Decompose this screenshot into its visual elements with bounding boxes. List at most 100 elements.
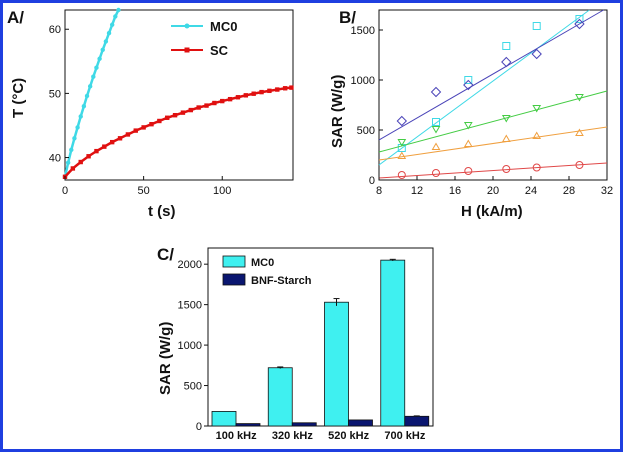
- legend-mc0-swatch: [222, 255, 246, 268]
- x-tick-label: 700 kHz: [384, 430, 425, 442]
- x-tick-label: 20: [487, 185, 499, 197]
- y-tick-label: 2000: [178, 259, 202, 271]
- data-point-sc: [212, 100, 217, 106]
- data-point-mc0: [94, 65, 99, 70]
- panel-c-plot-area: [207, 247, 434, 427]
- fit-line-series-4: [378, 126, 608, 161]
- data-point-series-3: [397, 139, 407, 147]
- x-tick-label: 50: [137, 185, 149, 197]
- legend-mc0-label-c: MC0: [251, 257, 274, 269]
- panel-a-ticks: 0 50 100 40 50 60: [49, 24, 232, 197]
- y-tick-label: 0: [369, 175, 375, 187]
- data-point-sc: [251, 91, 256, 96]
- panel-b-ticks: 8 12 16 20 24 28 32 0 500 1000 1500: [351, 25, 614, 197]
- data-point-series-3: [501, 115, 511, 123]
- x-tick-label: 12: [411, 185, 423, 197]
- legend-sc-marker: [184, 47, 190, 53]
- data-point-mc0: [78, 114, 83, 119]
- panel-a-label: A/: [7, 8, 24, 27]
- data-point-series-4: [397, 151, 407, 159]
- data-point-series-2: [574, 18, 585, 30]
- panel-a-x-axis-title: t (s): [148, 203, 176, 220]
- data-point-series-2: [531, 48, 542, 60]
- bar-mc0: [211, 411, 237, 427]
- data-point-sc: [125, 132, 131, 137]
- data-point-series-4: [575, 128, 584, 136]
- data-point-series-5: [502, 165, 511, 173]
- data-point-series-5: [464, 167, 473, 175]
- data-point-mc0: [116, 7, 121, 13]
- data-point-mc0: [81, 104, 87, 109]
- series-mc0-line: [63, 9, 120, 178]
- data-point-series-1: [502, 42, 511, 50]
- panel-a-plot-area: [64, 9, 294, 181]
- panel-a: A/ 0 50 100 40 50 60 t (s) T (°C) MC0 SC: [7, 7, 294, 220]
- data-point-series-1: [432, 118, 440, 126]
- data-point-sc: [259, 89, 264, 95]
- data-point-sc: [109, 139, 115, 145]
- data-point-mc0: [72, 136, 77, 141]
- bar-mc0: [324, 301, 349, 427]
- data-point-sc: [227, 96, 233, 102]
- data-point-series-1: [464, 76, 473, 84]
- fit-line-series-2: [378, 9, 604, 141]
- x-tick-label: 100 kHz: [216, 430, 257, 442]
- x-tick-label: 520 kHz: [328, 430, 369, 442]
- x-tick-label: 24: [525, 185, 537, 197]
- bar-bnf-starch: [348, 419, 373, 427]
- data-point-series-2: [396, 115, 408, 127]
- data-point-mc0: [75, 125, 80, 130]
- data-point-series-2: [463, 79, 474, 91]
- data-point-sc: [102, 144, 107, 149]
- bar-bnf-starch: [235, 423, 261, 427]
- panel-a-marks: [62, 7, 294, 179]
- data-point-series-1: [575, 15, 584, 23]
- x-tick-label: 28: [563, 185, 575, 197]
- data-point-mc0: [106, 30, 112, 36]
- data-point-sc: [141, 125, 146, 130]
- legend-sc-label: SC: [210, 43, 229, 58]
- y-tick-label: 40: [49, 153, 61, 165]
- panel-b-label: B/: [339, 8, 356, 27]
- figure-canvas: A/ 0 50 100 40 50 60 t (s) T (°C) MC0 SC B/ 8…: [7, 7, 613, 442]
- panel-a-legend: MC0 SC: [171, 19, 237, 58]
- data-point-sc: [78, 159, 83, 165]
- y-tick-label: 60: [49, 24, 61, 36]
- data-point-mc0: [113, 14, 118, 19]
- data-point-mc0: [65, 160, 71, 165]
- data-point-sc: [70, 166, 76, 171]
- series-sc-line: [64, 86, 292, 178]
- data-point-sc: [157, 118, 162, 124]
- data-point-sc: [289, 85, 294, 90]
- y-tick-label: 0: [196, 421, 202, 433]
- data-point-series-4: [463, 139, 473, 147]
- data-point-sc: [275, 87, 280, 92]
- fit-line-series-5: [378, 162, 608, 179]
- data-point-mc0: [109, 22, 115, 27]
- data-point-series-2: [501, 56, 512, 68]
- data-point-sc: [204, 103, 209, 108]
- data-point-mc0: [97, 56, 102, 61]
- legend-bnf-swatch: [222, 273, 246, 286]
- data-point-series-5: [575, 161, 584, 169]
- data-point-series-2: [430, 86, 442, 98]
- data-point-mc0: [91, 74, 96, 79]
- data-point-sc: [94, 148, 99, 154]
- data-point-sc: [133, 128, 138, 133]
- data-point-sc: [165, 115, 170, 120]
- data-point-sc: [149, 121, 154, 127]
- data-point-sc: [180, 110, 186, 115]
- data-point-mc0: [103, 39, 109, 44]
- data-point-sc: [235, 95, 241, 100]
- bar-bnf-starch: [291, 422, 317, 427]
- panel-b: B/ 8 12 16 20 24 28 32 0 500 1000 1500 H (kA/m) SA…: [329, 8, 613, 220]
- data-point-series-3: [431, 126, 441, 134]
- x-tick-label: 8: [376, 185, 382, 197]
- fit-line-series-3: [378, 90, 608, 153]
- panel-c-ticks: 100 kHz 320 kHz 520 kHz 700 kHz 0 500 1000 1500…: [178, 259, 426, 442]
- panel-c-marks: [211, 258, 430, 427]
- y-tick-label: 1000: [178, 340, 202, 352]
- x-tick-label: 32: [601, 185, 613, 197]
- panel-c-legend: MC0 BNF-Starch: [222, 255, 312, 287]
- data-point-series-4: [501, 134, 511, 142]
